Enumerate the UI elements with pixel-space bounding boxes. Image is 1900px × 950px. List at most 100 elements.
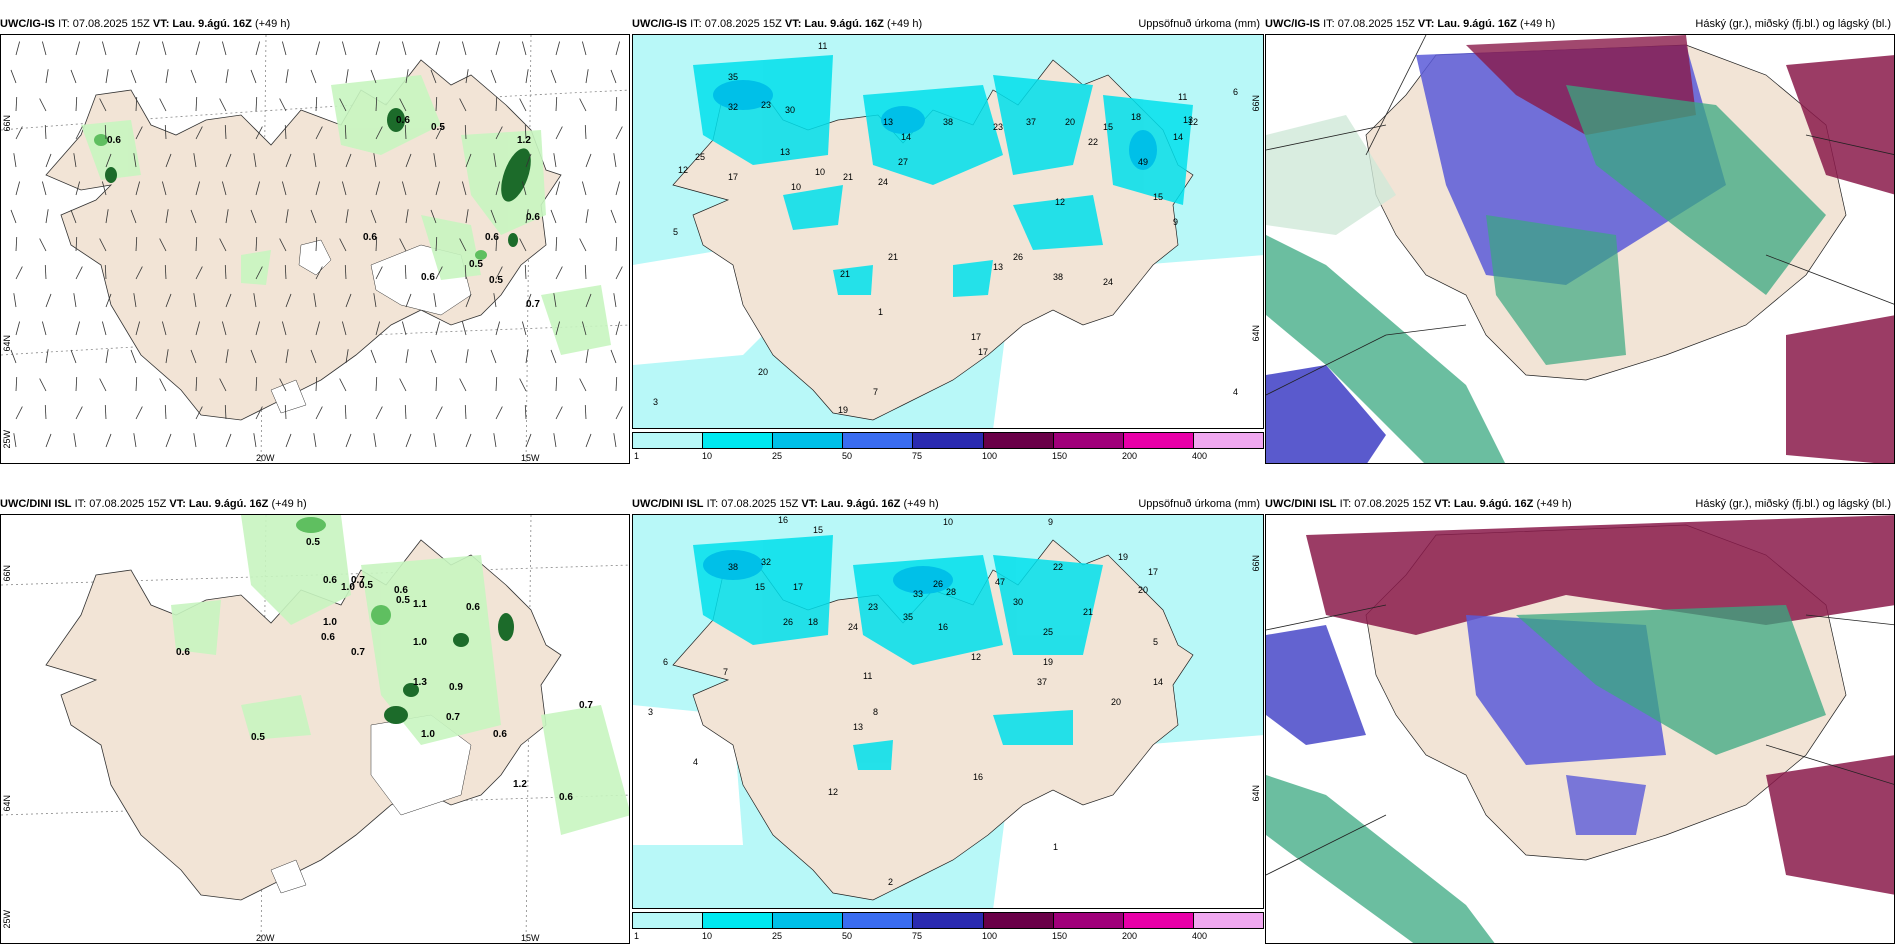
wind-barb <box>405 153 412 168</box>
svg-text:38: 38 <box>728 562 738 572</box>
svg-text:23: 23 <box>993 122 1003 132</box>
colorbar-bin <box>633 433 704 448</box>
svg-text:15: 15 <box>755 582 765 592</box>
wind-barb <box>219 98 227 112</box>
wind-barb <box>195 376 198 392</box>
wind-barb <box>135 266 143 280</box>
map-cloud-dini[interactable] <box>1265 514 1895 944</box>
wind-barb <box>585 153 592 168</box>
wind-barb <box>313 293 317 308</box>
wind-barb <box>465 349 469 364</box>
map-wind-igis[interactable]: 0.6 0.5 0.6 0.6 0.6 0.5 0.6 0.5 0.7 1.2 … <box>0 34 630 464</box>
wind-barb <box>159 98 167 112</box>
wind-barb <box>135 406 143 420</box>
wind-barb <box>461 321 467 336</box>
svg-text:1.1: 1.1 <box>413 599 427 610</box>
wind-barb <box>75 96 78 112</box>
svg-text:17: 17 <box>978 347 988 357</box>
map-precip-igis[interactable]: 11 35 23 13 32 30 12 17 13 14 25 10 21 2… <box>632 34 1264 429</box>
wind-barb <box>524 124 527 140</box>
wind-barb <box>581 321 587 336</box>
wind-barb <box>401 321 407 336</box>
wind-barb <box>521 181 527 196</box>
wind-barb <box>341 41 347 56</box>
wind-barb <box>75 236 78 252</box>
wind-barb <box>165 293 172 308</box>
svg-text:38: 38 <box>943 117 953 127</box>
wind-barb <box>550 349 557 364</box>
svg-text:11: 11 <box>863 671 872 681</box>
wind-barb <box>615 126 623 140</box>
svg-text:1.0: 1.0 <box>421 729 435 740</box>
lat-label-66n-small: 66N <box>1251 95 1261 112</box>
wind-barb <box>610 349 617 364</box>
wind-barb <box>225 433 232 448</box>
svg-text:9: 9 <box>1048 517 1053 527</box>
svg-text:1.2: 1.2 <box>513 779 527 790</box>
map-wind-dini[interactable]: 0.5 0.6 0.5 1.0 0.6 0.7 1.0 0.6 1.1 1.0 … <box>0 514 630 944</box>
wind-barb <box>615 321 621 336</box>
svg-text:14: 14 <box>1173 132 1183 142</box>
wind-barb <box>610 69 617 84</box>
svg-text:0.6: 0.6 <box>323 575 337 586</box>
wind-barb <box>581 181 587 196</box>
wind-barb <box>435 376 438 392</box>
wind-barb <box>310 209 317 224</box>
wind-barb <box>39 378 47 392</box>
map-cloud-igis[interactable] <box>1265 34 1895 464</box>
wind-barb <box>493 293 497 308</box>
wind-barb <box>370 69 377 84</box>
wind-barb <box>225 349 229 364</box>
wind-barb <box>435 406 443 420</box>
svg-text:14: 14 <box>901 132 911 142</box>
wind-barb <box>284 124 287 140</box>
svg-text:16: 16 <box>973 772 983 782</box>
wind-barb <box>555 41 561 56</box>
panel-wind-igis: UWC/IG-IS IT: 07.08.2025 15Z VT: Lau. 9.… <box>0 12 630 464</box>
svg-text:0.5: 0.5 <box>306 537 320 548</box>
map-precip-dini[interactable]: 16 15 38 15 32 17 18 16 24 26 33 47 30 2… <box>632 514 1264 909</box>
svg-text:24: 24 <box>878 177 888 187</box>
wind-barb <box>404 404 407 420</box>
wind-barb <box>41 181 47 196</box>
wind-barb <box>164 264 167 280</box>
wind-barb <box>219 378 227 392</box>
wind-barb <box>555 266 563 280</box>
svg-text:37: 37 <box>1026 117 1036 127</box>
svg-text:0.7: 0.7 <box>526 299 540 310</box>
panel-title: UWC/IG-IS IT: 07.08.2025 15Z VT: Lau. 9.… <box>1265 18 1556 30</box>
wind-barb <box>315 376 318 392</box>
wind-barb <box>253 433 257 448</box>
panel-cloud-igis: UWC/IG-IS IT: 07.08.2025 15Z VT: Lau. 9.… <box>1265 12 1895 464</box>
colorbar-tick: 50 <box>842 451 853 461</box>
wind-barb <box>490 349 497 364</box>
iceland-land <box>45 59 562 421</box>
svg-text:1.0: 1.0 <box>413 637 427 648</box>
wind-barb <box>525 153 532 168</box>
wind-barb <box>255 406 263 420</box>
panel-cloud-dini: UWC/DINI ISL IT: 07.08.2025 15Z VT: Lau.… <box>1265 492 1895 944</box>
wind-barb <box>105 153 112 168</box>
wind-barb <box>465 433 472 448</box>
svg-text:14: 14 <box>1153 677 1163 687</box>
wind-barb <box>225 69 229 84</box>
colorbar-tick: 75 <box>912 931 923 941</box>
panel-wind-dini: UWC/DINI ISL IT: 07.08.2025 15Z VT: Lau.… <box>0 492 630 944</box>
svg-text:35: 35 <box>903 612 913 622</box>
wind-barb <box>459 378 467 392</box>
vt-label: VT: <box>152 18 170 30</box>
svg-text:11: 11 <box>1178 92 1187 102</box>
wind-barb <box>495 236 498 252</box>
svg-text:0.5: 0.5 <box>469 259 483 270</box>
wind-barb <box>493 433 497 448</box>
svg-text:49: 49 <box>1138 157 1148 167</box>
wind-barb <box>435 126 443 140</box>
svg-text:38: 38 <box>1053 272 1063 282</box>
wind-barb <box>255 376 258 392</box>
wind-barb <box>285 349 289 364</box>
colorbar-tick: 1 <box>634 451 640 461</box>
svg-text:11: 11 <box>818 41 827 51</box>
svg-text:5: 5 <box>1153 637 1158 647</box>
svg-text:3: 3 <box>648 707 653 717</box>
svg-text:21: 21 <box>840 269 850 279</box>
